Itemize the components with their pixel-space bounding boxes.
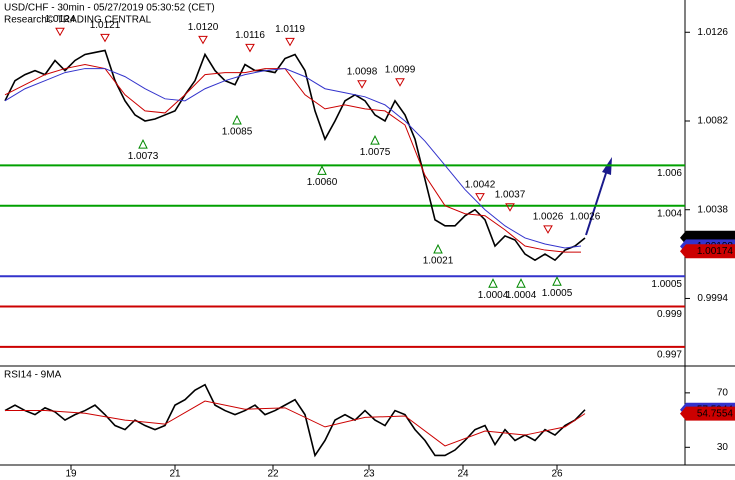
series-line (4, 64, 581, 253)
high-marker (198, 35, 208, 45)
chart-title: USD/CHF - 30min - 05/27/2019 05:30:52 (C… (4, 3, 215, 14)
price-tag (686, 406, 735, 421)
low-label: 1.0075 (360, 147, 391, 158)
high-label: 1.0026 (533, 212, 564, 223)
high-label: 1.0099 (385, 64, 416, 75)
price-tag-pointer (680, 406, 686, 421)
y-tick-label: 70 (717, 388, 729, 399)
high-label: 1.0124 (45, 14, 76, 25)
chart-subtitle: Research© TRADING CENTRAL (4, 15, 152, 26)
high-marker (55, 27, 65, 37)
low-marker (232, 114, 242, 125)
x-tick-label: 26 (551, 469, 563, 480)
price-tag-label: 1.00174 (697, 246, 734, 257)
low-label: 1.0004 (478, 290, 509, 301)
x-tick-label: 22 (267, 469, 279, 480)
series-line (4, 49, 586, 262)
low-marker (552, 276, 562, 286)
low-label: 1.0073 (128, 151, 159, 162)
high-label: 1.0037 (495, 189, 526, 200)
x-tick-label: 19 (65, 469, 77, 480)
low-label: 1.0085 (222, 127, 253, 138)
price-tag (686, 244, 735, 259)
level-label: 1.004 (657, 208, 682, 219)
high-marker (100, 33, 110, 43)
y-tick-label: 1.0038 (697, 204, 728, 215)
x-tick-label: 21 (169, 469, 181, 480)
price-tag-label: 1.00241 (697, 232, 734, 243)
low-marker (317, 165, 327, 175)
series-line (5, 400, 586, 447)
high-marker (245, 43, 255, 53)
level-label: 0.997 (657, 349, 682, 360)
low-label: 1.0004 (506, 290, 537, 301)
low-marker (488, 278, 498, 288)
y-tick-label: 1.0082 (697, 116, 728, 127)
rsi-title: RSI14 - 9MA (4, 370, 62, 381)
y-tick-label: 1.0126 (697, 27, 728, 38)
y-tick-label: 30 (717, 442, 729, 453)
x-tick-label: 24 (457, 469, 469, 480)
price-tag-label: 54.7554 (697, 408, 734, 419)
high-label: 1.0121 (90, 20, 121, 31)
high-marker (395, 78, 405, 87)
y-tick-label: 0.9994 (697, 293, 728, 304)
level-label: 1.0005 (651, 279, 682, 290)
series-line (4, 68, 582, 249)
level-label: 1.006 (657, 168, 682, 179)
high-marker (285, 37, 295, 47)
high-label: 1.0119 (275, 24, 305, 35)
high-label: 1.0042 (465, 179, 496, 190)
low-marker (138, 139, 148, 149)
high-label: 1.0098 (347, 66, 378, 77)
x-tick-label: 23 (363, 469, 375, 480)
high-marker (543, 225, 553, 234)
low-label: 1.0060 (307, 177, 338, 188)
low-label: 1.0005 (542, 288, 573, 299)
high-marker (505, 203, 515, 212)
high-label: 1.0120 (188, 22, 219, 33)
high-marker (475, 193, 485, 202)
low-marker (433, 243, 443, 254)
low-marker (516, 278, 526, 288)
price-tag-pointer (680, 244, 686, 259)
low-marker (370, 134, 380, 145)
level-label: 0.999 (657, 309, 682, 320)
high-label: 1.0116 (235, 30, 265, 41)
high-marker (357, 80, 367, 89)
series-line (4, 383, 586, 458)
low-label: 1.0021 (423, 256, 454, 267)
target-label: 1.0026 (570, 212, 601, 223)
projection-arrow (585, 169, 608, 236)
